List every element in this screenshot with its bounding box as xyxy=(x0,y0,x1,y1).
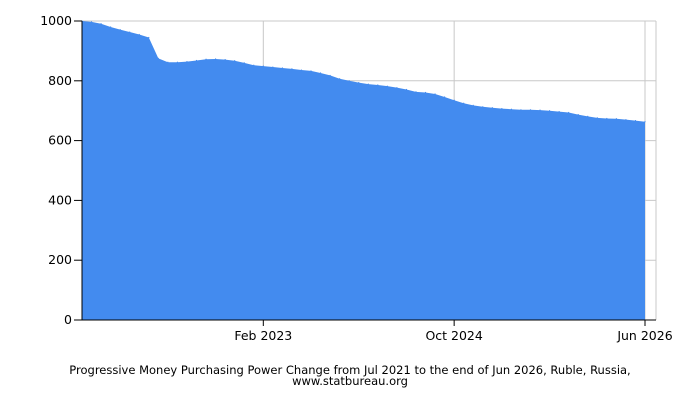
data-point xyxy=(491,107,493,109)
data-point xyxy=(587,115,589,117)
data-point xyxy=(224,58,226,61)
data-point xyxy=(634,119,637,122)
data-point xyxy=(644,121,646,123)
data-point xyxy=(243,62,245,64)
data-point xyxy=(148,36,150,39)
data-point xyxy=(272,66,274,68)
x-tick-label: Feb 2023 xyxy=(234,328,292,343)
y-tick-label: 0 xyxy=(64,312,72,327)
data-point xyxy=(329,74,331,77)
chart-caption: Progressive Money Purchasing Power Chang… xyxy=(69,363,631,388)
data-point xyxy=(339,78,341,80)
data-point xyxy=(424,91,427,94)
y-tick-label: 600 xyxy=(48,133,72,148)
data-point xyxy=(176,61,179,63)
data-point xyxy=(300,69,303,71)
data-point xyxy=(358,81,360,84)
data-point xyxy=(119,29,121,31)
data-point xyxy=(195,59,198,62)
data-point xyxy=(520,109,522,111)
axes xyxy=(81,21,656,321)
data-point xyxy=(615,118,617,120)
data-point xyxy=(444,96,446,98)
data-point xyxy=(348,80,350,82)
data-point xyxy=(291,68,293,70)
data-point xyxy=(548,110,551,112)
data-point xyxy=(262,65,264,67)
data-point xyxy=(205,58,207,60)
data-point xyxy=(281,67,283,69)
data-point xyxy=(510,108,513,110)
x-tick-label: Oct 2024 xyxy=(425,328,482,343)
data-point xyxy=(396,87,398,89)
y-tick-label: 1000 xyxy=(40,13,72,28)
data-point xyxy=(319,72,322,74)
data-point xyxy=(186,61,188,63)
area-chart: 0 200 400 600 800 1000 Feb 2023 Oct 2024 Jun 20… xyxy=(40,13,673,343)
data-point xyxy=(110,26,112,28)
y-tick-label: 800 xyxy=(48,73,72,88)
y-axis-ticks: 0 200 400 600 800 1000 xyxy=(40,13,82,327)
data-point xyxy=(529,109,532,111)
data-point xyxy=(367,83,369,85)
x-axis-ticks: Feb 2023 Oct 2024 Jun 2026 xyxy=(234,320,673,343)
data-point xyxy=(539,109,541,111)
data-point xyxy=(501,108,503,110)
data-point xyxy=(377,84,379,86)
data-point xyxy=(253,64,255,66)
data-point xyxy=(214,58,217,60)
data-point xyxy=(482,106,484,108)
data-point xyxy=(90,21,93,23)
data-point xyxy=(472,104,474,106)
data-point xyxy=(606,117,608,120)
data-point xyxy=(568,111,570,114)
data-point xyxy=(596,117,598,119)
data-point xyxy=(577,113,579,116)
data-point xyxy=(405,88,408,91)
data-point xyxy=(453,99,455,101)
data-point xyxy=(138,33,140,36)
data-point xyxy=(434,93,436,95)
x-tick-label: Jun 2026 xyxy=(616,328,672,343)
data-point xyxy=(386,85,388,87)
data-point xyxy=(157,57,159,59)
data-point xyxy=(310,70,312,72)
data-point xyxy=(625,119,627,121)
data-point xyxy=(234,60,236,62)
data-point xyxy=(129,31,131,33)
data-point xyxy=(167,61,169,63)
data-point xyxy=(558,111,560,113)
plot-area xyxy=(81,20,646,320)
data-point xyxy=(415,91,417,93)
y-tick-label: 200 xyxy=(48,252,72,267)
area-series xyxy=(82,21,645,320)
y-tick-label: 400 xyxy=(48,192,72,207)
data-point xyxy=(463,102,465,104)
data-point xyxy=(100,23,102,25)
